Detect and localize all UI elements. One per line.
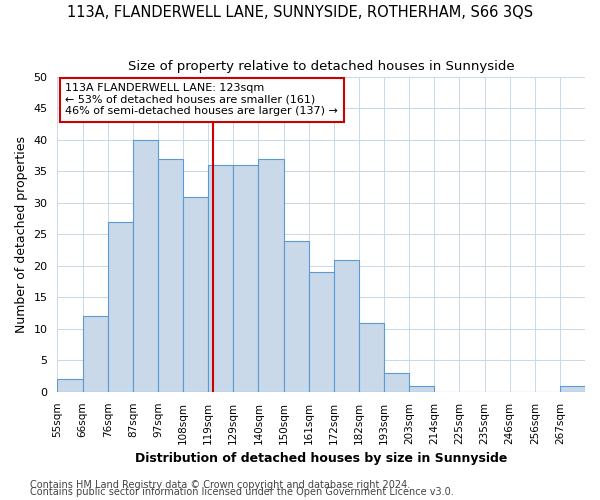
Text: 113A, FLANDERWELL LANE, SUNNYSIDE, ROTHERHAM, S66 3QS: 113A, FLANDERWELL LANE, SUNNYSIDE, ROTHE…	[67, 5, 533, 20]
Bar	[208, 165, 233, 392]
Bar	[359, 322, 384, 392]
Bar	[107, 222, 133, 392]
Bar	[133, 140, 158, 392]
Bar	[259, 159, 284, 392]
Text: 113A FLANDERWELL LANE: 123sqm
← 53% of detached houses are smaller (161)
46% of : 113A FLANDERWELL LANE: 123sqm ← 53% of d…	[65, 83, 338, 116]
Bar	[158, 159, 183, 392]
Text: Contains HM Land Registry data © Crown copyright and database right 2024.: Contains HM Land Registry data © Crown c…	[30, 480, 410, 490]
X-axis label: Distribution of detached houses by size in Sunnyside: Distribution of detached houses by size …	[135, 452, 508, 465]
Y-axis label: Number of detached properties: Number of detached properties	[15, 136, 28, 333]
Bar	[409, 386, 434, 392]
Bar	[233, 165, 259, 392]
Bar	[183, 196, 208, 392]
Bar	[334, 260, 359, 392]
Bar	[308, 272, 334, 392]
Bar	[83, 316, 107, 392]
Bar	[58, 379, 83, 392]
Bar	[284, 240, 308, 392]
Bar	[560, 386, 585, 392]
Bar	[384, 373, 409, 392]
Title: Size of property relative to detached houses in Sunnyside: Size of property relative to detached ho…	[128, 60, 515, 73]
Text: Contains public sector information licensed under the Open Government Licence v3: Contains public sector information licen…	[30, 487, 454, 497]
